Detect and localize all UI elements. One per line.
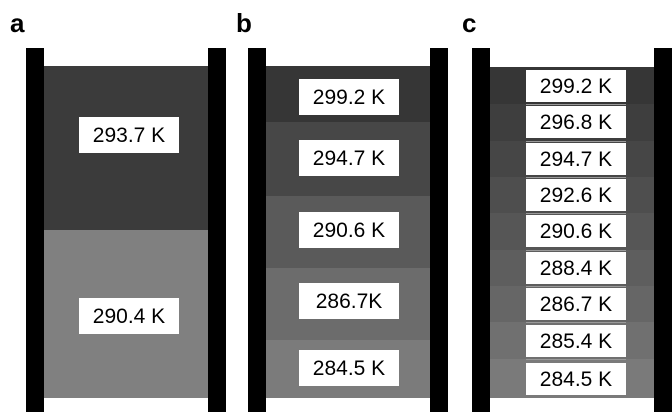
panel-c-layer-5-temperature: 290.6 K bbox=[526, 215, 626, 247]
panel-c-layer-3-temperature: 294.7 K bbox=[526, 143, 626, 175]
panel-a-label: a bbox=[10, 8, 25, 38]
panel-c-tag-divider bbox=[526, 177, 626, 178]
panel-c-layer-6-temperature: 288.4 K bbox=[526, 252, 626, 284]
panel-b-layer-2-temperature: 294.7 K bbox=[299, 140, 399, 176]
panel-a-left-wall bbox=[26, 48, 44, 412]
panel-a-layer-1-temperature: 293.7 K bbox=[79, 117, 179, 153]
panel-c-tag-divider bbox=[526, 250, 626, 251]
panel-c-layer-9-temperature: 284.5 K bbox=[526, 363, 626, 395]
panel-b-left-wall bbox=[248, 48, 266, 412]
panel-b-layer-5-temperature: 284.5 K bbox=[299, 350, 399, 386]
panel-c-layer-7-temperature: 286.7 K bbox=[526, 288, 626, 320]
panel-b-layer-3-temperature: 290.6 K bbox=[299, 212, 399, 248]
panel-c-tag-divider bbox=[526, 104, 626, 105]
panel-b-layer-4-temperature: 286.7K bbox=[299, 283, 399, 319]
panel-c-layer-2-temperature: 296.8 K bbox=[526, 106, 626, 138]
panel-b-label: b bbox=[236, 8, 252, 38]
panel-c-layer-8-temperature: 285.4 K bbox=[526, 325, 626, 357]
panel-b-right-wall bbox=[430, 48, 448, 412]
panel-c-tag-divider bbox=[526, 322, 626, 323]
panel-c-tag-divider bbox=[526, 359, 626, 360]
panel-a-layer-2-temperature: 290.4 K bbox=[79, 298, 179, 334]
panel-b-layer-1-temperature: 299.2 K bbox=[299, 79, 399, 115]
panel-c-tag-divider bbox=[526, 141, 626, 142]
panel-c-right-wall bbox=[654, 48, 672, 412]
panel-a-right-wall bbox=[208, 48, 226, 412]
panel-c-layer-1-temperature: 299.2 K bbox=[526, 70, 626, 102]
panel-c-tag-divider bbox=[526, 286, 626, 287]
panel-c-layer-4-temperature: 292.6 K bbox=[526, 179, 626, 211]
panel-c-label: c bbox=[462, 8, 477, 38]
panel-c-left-wall bbox=[472, 48, 490, 412]
panel-c-tag-divider bbox=[526, 213, 626, 214]
